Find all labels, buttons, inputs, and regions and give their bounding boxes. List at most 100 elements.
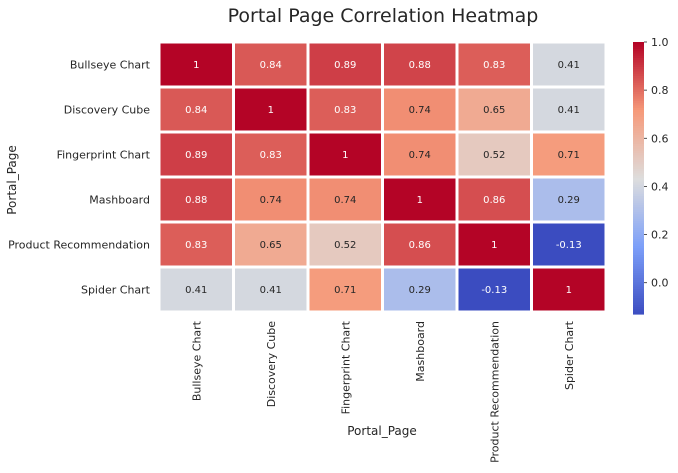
colorbar-segment bbox=[633, 307, 644, 311]
colorbar-segment bbox=[633, 250, 644, 254]
cell-value-label: 0.41 bbox=[185, 285, 207, 296]
colorbar-segment bbox=[633, 150, 644, 154]
colorbar-segment bbox=[633, 191, 644, 195]
colorbar-segment bbox=[633, 103, 644, 107]
colorbar-segment bbox=[633, 141, 644, 145]
cell-value-label: 0.83 bbox=[334, 105, 356, 116]
heatmap-cell bbox=[232, 85, 310, 134]
cell-value-label: 0.41 bbox=[558, 60, 580, 71]
colorbar-segment bbox=[633, 255, 644, 258]
colorbar-segment bbox=[633, 221, 644, 224]
colorbar-segment bbox=[633, 76, 644, 79]
cell-value-label: 0.74 bbox=[334, 195, 356, 206]
chart-title: Portal Page Correlation Heatmap bbox=[228, 5, 539, 27]
colorbar-segment bbox=[633, 214, 644, 218]
colorbar-segment bbox=[633, 212, 644, 215]
colorbar-segment bbox=[633, 157, 644, 161]
colorbar-segment bbox=[633, 130, 644, 134]
colorbar-segment bbox=[633, 42, 644, 45]
colorbar-segment bbox=[633, 60, 644, 63]
colorbar-segment bbox=[633, 98, 644, 102]
x-tick-label: Product Recommendation bbox=[488, 321, 501, 463]
colorbar-segment bbox=[633, 62, 644, 66]
colorbar-segment bbox=[633, 116, 644, 120]
colorbar-segment bbox=[633, 270, 644, 274]
colorbar-segment bbox=[633, 139, 644, 143]
cell-value-label: 0.52 bbox=[483, 150, 505, 161]
heatmap-cell bbox=[306, 220, 384, 269]
y-tick-label: Product Recommendation bbox=[8, 239, 150, 252]
colorbar-segment bbox=[633, 132, 644, 136]
cell-value-label: 0.83 bbox=[185, 240, 207, 251]
colorbar-segment bbox=[633, 85, 644, 88]
cell-value-label: 0.84 bbox=[185, 105, 207, 116]
colorbar-segment bbox=[633, 223, 644, 227]
colorbar-segment bbox=[633, 71, 644, 75]
colorbar-segment bbox=[633, 275, 644, 279]
colorbar-segment bbox=[633, 266, 644, 270]
colorbar-segment bbox=[633, 268, 644, 272]
colorbar-segment bbox=[633, 110, 644, 113]
cell-value-label: 0.83 bbox=[483, 60, 505, 71]
colorbar-segment bbox=[633, 273, 644, 277]
colorbar-segment bbox=[633, 48, 644, 52]
heatmap-cell bbox=[455, 265, 533, 314]
heatmap-cell bbox=[381, 265, 459, 314]
colorbar-tick-label: 0.6 bbox=[651, 132, 669, 145]
colorbar-segment bbox=[633, 243, 644, 247]
x-tick-label: Bullseye Chart bbox=[190, 320, 203, 401]
colorbar-segment bbox=[633, 311, 644, 315]
y-tick-label: Bullseye Chart bbox=[70, 59, 151, 72]
colorbar-segment bbox=[633, 234, 644, 238]
cell-value-label: 0.74 bbox=[409, 150, 431, 161]
colorbar-segment bbox=[633, 119, 644, 122]
cell-value-label: 0.71 bbox=[334, 285, 356, 296]
colorbar-segment bbox=[633, 144, 644, 147]
cell-value-label: 0.52 bbox=[334, 240, 356, 251]
x-tick-label: Fingerprint Chart bbox=[339, 320, 352, 414]
cell-value-label: 1 bbox=[417, 195, 423, 206]
colorbar-segment bbox=[633, 171, 644, 175]
colorbar-segment bbox=[633, 121, 644, 125]
colorbar: 1.0 0.8 0.6 0.4 0.2 0.0 bbox=[633, 36, 669, 315]
cell-value-label: 0.41 bbox=[260, 285, 282, 296]
heatmap-cell bbox=[530, 265, 608, 314]
colorbar-segment bbox=[633, 227, 644, 231]
colorbar-segment bbox=[633, 304, 644, 308]
heatmap-cell bbox=[381, 85, 459, 134]
x-axis-label: Portal_Page bbox=[347, 424, 417, 438]
colorbar-segment bbox=[633, 73, 644, 77]
colorbar-tick-label: 0.0 bbox=[651, 277, 669, 290]
cell-value-label: 0.84 bbox=[260, 60, 282, 71]
colorbar-segment bbox=[633, 123, 644, 127]
colorbar-segment bbox=[633, 164, 644, 168]
colorbar-segment bbox=[633, 252, 644, 256]
colorbar-segment bbox=[633, 87, 644, 91]
cell-value-label: 0.29 bbox=[558, 195, 580, 206]
colorbar-segment bbox=[633, 96, 644, 100]
colorbar-segment bbox=[633, 277, 644, 281]
colorbar-segment bbox=[633, 107, 644, 111]
colorbar-segment bbox=[633, 89, 644, 93]
colorbar-segment bbox=[633, 100, 644, 104]
colorbar-segment bbox=[633, 216, 644, 220]
colorbar-segment bbox=[633, 209, 644, 213]
colorbar-tick-label: 1.0 bbox=[651, 36, 669, 49]
colorbar-segment bbox=[633, 207, 644, 211]
y-tick-label: Spider Chart bbox=[81, 284, 151, 297]
colorbar-segment bbox=[633, 246, 644, 249]
cell-value-label: -0.13 bbox=[556, 240, 582, 251]
colorbar-segment bbox=[633, 55, 644, 59]
cell-value-label: 0.29 bbox=[409, 285, 431, 296]
colorbar-segment bbox=[633, 261, 644, 265]
colorbar-segment bbox=[633, 309, 644, 313]
colorbar-segment bbox=[633, 236, 644, 240]
y-tick-label: Fingerprint Chart bbox=[57, 149, 151, 162]
colorbar-segment bbox=[633, 302, 644, 306]
colorbar-segment bbox=[633, 94, 644, 97]
colorbar-segment bbox=[633, 193, 644, 197]
colorbar-segment bbox=[633, 91, 644, 95]
colorbar-segment bbox=[633, 196, 644, 199]
colorbar-segment bbox=[633, 155, 644, 159]
